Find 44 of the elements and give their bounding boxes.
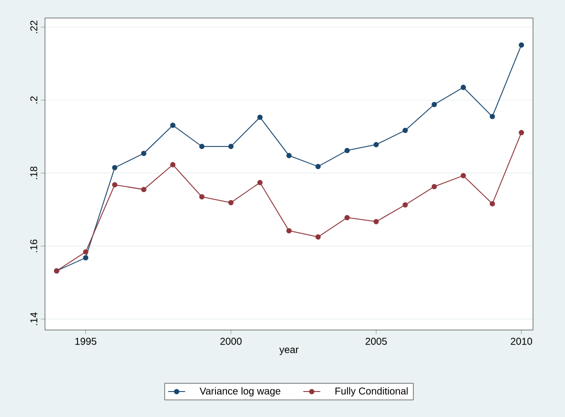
point (402, 128, 408, 134)
point (374, 218, 379, 224)
point (315, 234, 321, 240)
point (432, 102, 437, 108)
point (490, 201, 495, 206)
y-tick-label: .2 (30, 96, 38, 104)
point (257, 114, 263, 120)
point (344, 214, 350, 220)
point (257, 180, 263, 186)
x-tick-label: 2000 (220, 338, 242, 345)
point (286, 152, 292, 158)
point (170, 122, 176, 128)
point (228, 200, 234, 206)
point (460, 172, 466, 178)
point (460, 84, 466, 90)
point (199, 194, 205, 200)
point (83, 255, 88, 260)
point (112, 164, 118, 170)
x-axis-title: year (279, 348, 299, 356)
point (490, 114, 495, 120)
point (141, 186, 146, 192)
point (518, 130, 524, 136)
point (374, 142, 379, 148)
point (228, 144, 234, 150)
point (112, 182, 118, 188)
point (344, 148, 350, 154)
point (402, 202, 408, 208)
y-tick-label: .16 (30, 240, 38, 252)
point (170, 162, 176, 168)
x-tick-label: 2010 (510, 338, 532, 345)
legend-label: Variance log wage (200, 387, 280, 397)
point (432, 184, 437, 190)
x-tick-label: 2005 (366, 338, 387, 345)
legend-label: Fully Conditional (336, 387, 408, 397)
y-tick-label: .14 (30, 312, 38, 326)
point (199, 144, 205, 150)
y-tick-label: .18 (30, 166, 38, 180)
y-tick-label: .22 (30, 20, 38, 34)
point (315, 164, 321, 170)
point (518, 42, 524, 48)
point (286, 228, 292, 234)
x-tick-label: 1995 (75, 338, 96, 345)
point (83, 249, 88, 255)
point (141, 150, 146, 156)
